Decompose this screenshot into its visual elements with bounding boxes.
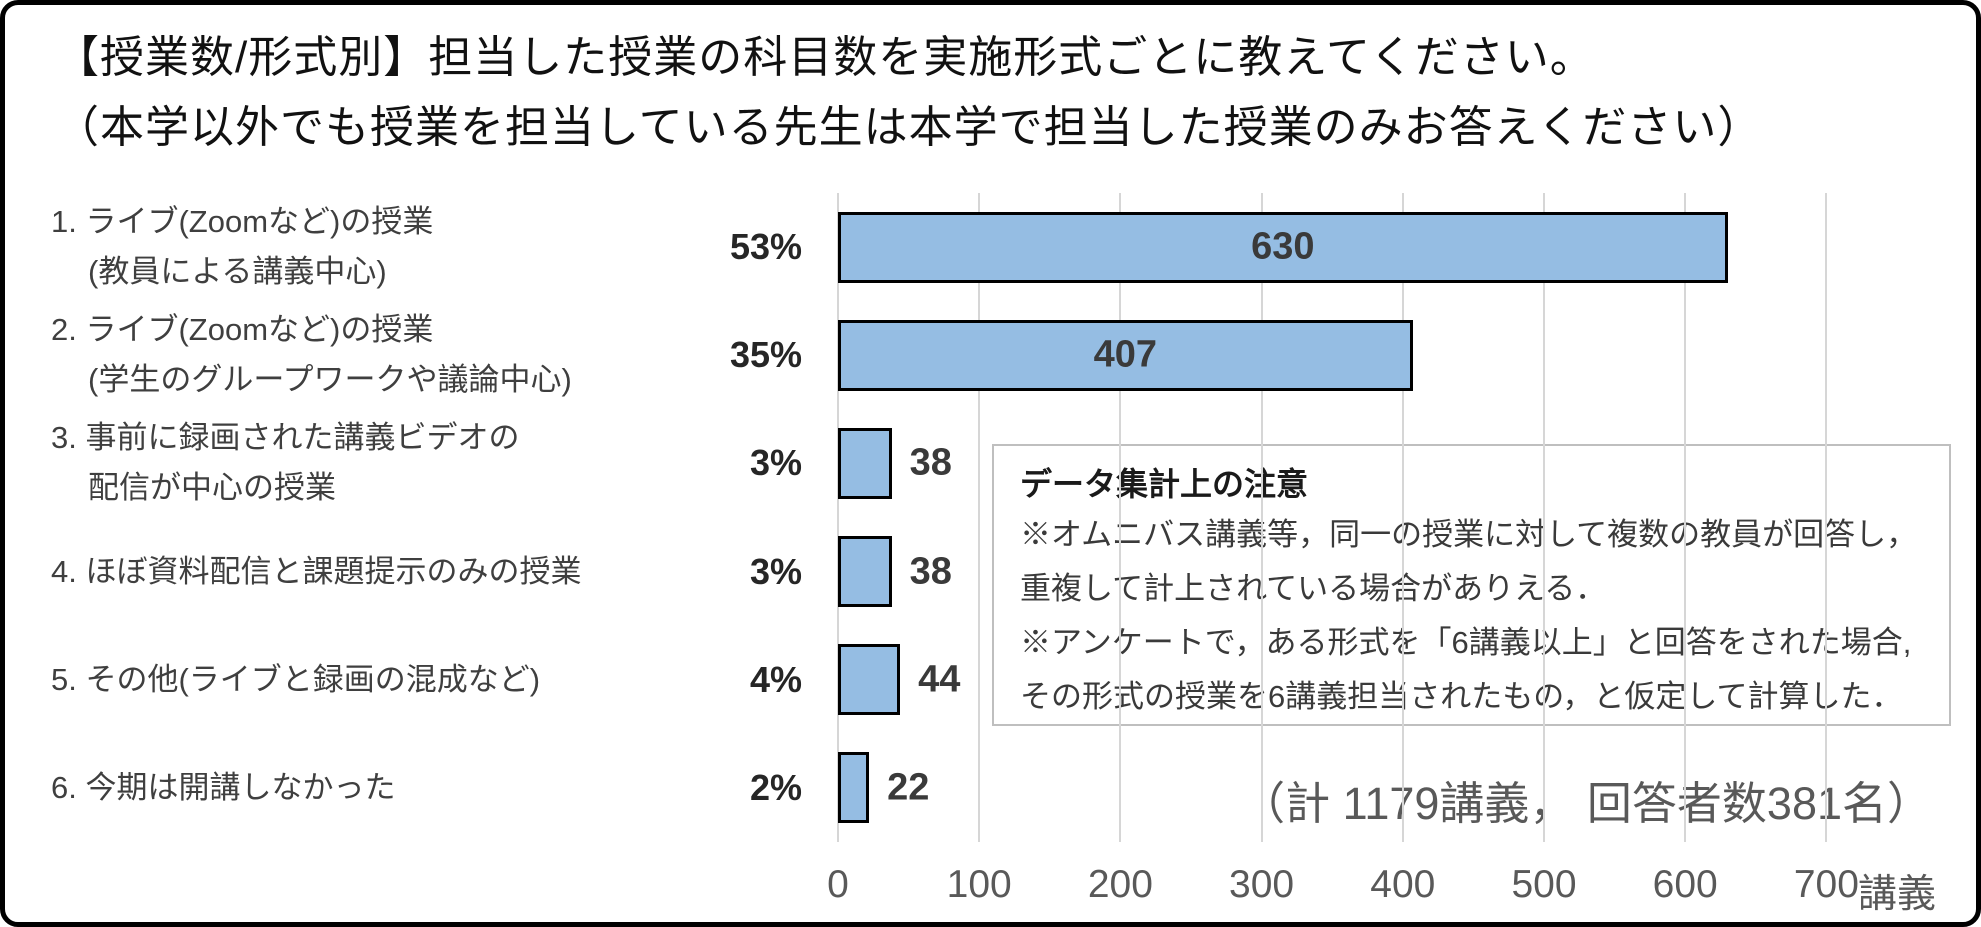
gridline (1401, 193, 1404, 842)
total-annotation: （計 1179講義， 回答者数381名） (1240, 778, 1932, 829)
bar (838, 427, 892, 499)
gridline (1825, 193, 1828, 842)
percent-label: 4% (749, 658, 802, 700)
gridline (978, 193, 981, 842)
category-label-line: (学生のグループワークや議論中心) (88, 362, 572, 398)
bar-value-label: 630 (1251, 225, 1315, 268)
gridline (1260, 193, 1263, 842)
category-label: 3. 事前に録画された講義ビデオの配信が中心の授業 (51, 413, 635, 513)
bar (838, 752, 870, 824)
category-label-line: 配信が中心の授業 (88, 470, 336, 506)
x-tick-label: 400 (1370, 863, 1436, 906)
category-label-line: 1. ライブ(Zoomなど)の授業 (51, 204, 434, 240)
percent-label: 53% (729, 226, 802, 268)
bar-value-label: 38 (909, 550, 952, 593)
chart-title: 【授業数/形式別】担当した授業の科目数を実施形式ごとに教えてください。 （本学以… (55, 23, 1762, 163)
gridline (1119, 193, 1122, 842)
x-tick-label: 300 (1229, 863, 1295, 906)
percent-label: 3% (749, 550, 802, 592)
percent-label: 3% (749, 442, 802, 484)
note-box-line: ※オムニバス講義等，同一の授業に対して複数の教員が回答し， (1020, 517, 1918, 552)
category-label-line: (教員による講義中心) (88, 254, 387, 290)
chart-title-line1: 【授業数/形式別】担当した授業の科目数を実施形式ごとに教えてください。 (55, 33, 1595, 82)
x-axis-unit-label: 講義 (1858, 873, 1937, 916)
bar-value-label: 22 (887, 766, 930, 809)
x-tick-label: 500 (1511, 863, 1577, 906)
bar (838, 644, 901, 716)
note-box-line: ※アンケートで，ある形式を「6講義以上」と回答をされた場合, (1020, 625, 1912, 660)
percent-label: 2% (749, 766, 802, 808)
category-label: 5. その他(ライブと録画の混成など) (51, 655, 635, 705)
x-tick-label: 0 (827, 863, 849, 906)
x-tick-label: 600 (1652, 863, 1718, 906)
bar-value-label: 44 (918, 658, 961, 701)
x-tick-label: 100 (946, 863, 1012, 906)
bar-value-label: 407 (1093, 333, 1158, 376)
bar (838, 319, 1413, 391)
category-label-line: 5. その他(ライブと録画の混成など) (51, 661, 541, 697)
note-box-title: データ集計上の注意 (1020, 466, 1309, 502)
note-box-line: 重複して計上されている場合がありえる． (1020, 571, 1607, 606)
category-label: 6. 今期は開講しなかった (51, 763, 635, 813)
note-box-line: その形式の授業を6講義担当されたもの，と仮定して計算した． (1020, 679, 1903, 714)
gridline (1684, 193, 1687, 842)
x-tick-label: 700 (1793, 863, 1859, 906)
bar (838, 211, 1728, 283)
note-box: データ集計上の注意 ※オムニバス講義等，同一の授業に対して複数の教員が回答し， 重… (992, 444, 1951, 726)
category-label-line: 2. ライブ(Zoomなど)の授業 (51, 312, 434, 348)
x-tick-label: 200 (1087, 863, 1153, 906)
note-box-body: ※オムニバス講義等，同一の授業に対して複数の教員が回答し， 重複して計上されている… (1020, 508, 1923, 724)
category-label: 2. ライブ(Zoomなど)の授業 (学生のグループワークや議論中心) (51, 305, 635, 405)
bar-value-label: 38 (909, 441, 952, 484)
category-label: 1. ライブ(Zoomなど)の授業 (教員による講義中心) (51, 197, 635, 297)
bar (838, 536, 892, 608)
gridline (837, 193, 839, 842)
category-label-line: 6. 今期は開講しなかった (51, 769, 396, 805)
category-label-line: 3. 事前に録画された講義ビデオの (51, 420, 520, 456)
gridline (1543, 193, 1545, 842)
percent-label: 35% (729, 334, 802, 376)
category-label: 4. ほぼ資料配信と課題提示のみの授業 (51, 547, 635, 597)
chart-title-line2: （本学以外でも授業を担当している先生は本学で担当した授業のみお答えください） (55, 103, 1763, 152)
category-label-line: 4. ほぼ資料配信と課題提示のみの授業 (51, 553, 582, 589)
